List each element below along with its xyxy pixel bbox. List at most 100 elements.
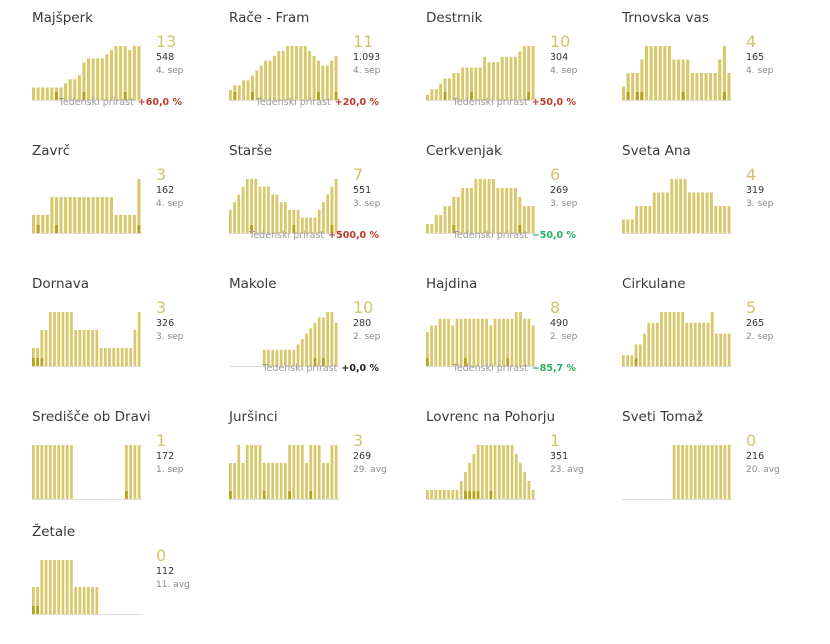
- bar: [677, 445, 680, 499]
- bar: [677, 59, 681, 100]
- bar-highlight: [125, 491, 128, 499]
- bar-chart: [426, 46, 536, 101]
- bar: [100, 197, 104, 233]
- bar: [727, 333, 731, 366]
- date-label: 23. avg: [550, 465, 584, 475]
- bar: [519, 463, 522, 499]
- bar: [50, 87, 54, 100]
- bar-highlight: [470, 92, 473, 100]
- bar: [123, 215, 127, 233]
- bar: [651, 322, 655, 366]
- bar-chart: [426, 312, 536, 367]
- bar: [531, 325, 535, 366]
- bar: [487, 62, 491, 100]
- date-label: 4. sep: [156, 199, 184, 209]
- total-value: 490: [550, 318, 569, 329]
- weekly-growth: Tedenski prirast +500,0 %: [249, 230, 379, 241]
- latest-value: 1: [156, 431, 167, 450]
- bar: [296, 344, 300, 366]
- total-value: 165: [746, 52, 765, 63]
- chart-title: Dornava: [32, 276, 90, 292]
- bar: [255, 70, 259, 100]
- bar-chart: [229, 179, 339, 234]
- bar: [251, 75, 254, 100]
- bar: [137, 445, 141, 499]
- bar: [660, 312, 663, 366]
- bar-chart: [32, 560, 142, 615]
- chart-panel: Juršinci 3 269 29. avg: [229, 409, 419, 529]
- bar: [271, 349, 275, 366]
- bar: [706, 445, 710, 499]
- bar: [279, 349, 283, 366]
- bar: [622, 219, 625, 233]
- weekly-growth: Tedenski prirast −50,0 %: [453, 230, 576, 241]
- chart-title: Cerkvenjak: [426, 143, 502, 159]
- bar: [715, 333, 718, 366]
- bar: [309, 445, 313, 499]
- bar: [114, 215, 118, 233]
- bar: [105, 54, 109, 100]
- bar: [531, 46, 535, 100]
- bar: [644, 46, 648, 100]
- bar: [706, 322, 710, 366]
- bar: [317, 445, 321, 499]
- bar: [262, 463, 266, 499]
- weekly-growth: Tedenski prirast +50,0 %: [453, 97, 576, 108]
- weekly-growth-value: +50,0 %: [531, 97, 576, 108]
- bar: [96, 58, 100, 100]
- bar: [674, 179, 678, 233]
- bar: [693, 445, 697, 499]
- bar: [489, 445, 493, 499]
- chart-panel: Žetale 0 112 11. avg: [32, 524, 222, 644]
- date-label: 4. sep: [353, 66, 381, 76]
- bar: [459, 481, 463, 499]
- chart-title: Hajdina: [426, 276, 478, 292]
- bar: [710, 192, 713, 233]
- bar: [635, 73, 639, 100]
- bar: [478, 67, 482, 100]
- bar: [125, 348, 128, 366]
- bar-chart: [622, 179, 732, 234]
- bar-highlight: [527, 92, 531, 100]
- bar: [95, 587, 99, 614]
- bar: [688, 192, 691, 233]
- bar: [448, 206, 451, 233]
- latest-value: 0: [746, 431, 757, 450]
- bar: [309, 217, 313, 233]
- bar-highlight: [506, 358, 510, 366]
- bar: [132, 215, 136, 233]
- bar: [723, 445, 727, 499]
- bar: [64, 83, 68, 100]
- bar-highlight: [54, 225, 58, 233]
- latest-value: 13: [156, 32, 177, 51]
- total-value: 280: [353, 318, 372, 329]
- bar: [237, 194, 241, 233]
- bar-highlight: [452, 225, 456, 233]
- bar: [36, 215, 40, 233]
- chart-title: Makole: [229, 276, 277, 292]
- bar: [292, 349, 296, 366]
- date-label: 2. sep: [353, 332, 381, 342]
- total-value: 162: [156, 185, 175, 196]
- bar: [237, 85, 241, 100]
- bar: [518, 197, 522, 233]
- bar: [300, 445, 304, 499]
- weekly-growth-value: −50,0 %: [531, 230, 576, 241]
- chart-title: Destrnik: [426, 10, 483, 26]
- bar: [723, 206, 727, 233]
- date-label: 3. sep: [550, 199, 578, 209]
- chart-title: Lovrenc na Pohorju: [426, 409, 556, 425]
- bar: [622, 355, 625, 366]
- bar: [312, 55, 316, 100]
- bar: [36, 348, 39, 366]
- bar: [334, 55, 338, 100]
- bar: [658, 46, 662, 100]
- bar: [317, 209, 321, 233]
- bar: [713, 73, 717, 100]
- chart-panel: Rače - Fram 11 1.093 4. sep Tedenski prirast…: [229, 10, 419, 130]
- weekly-growth-value: −85,7 %: [531, 363, 576, 374]
- bar: [40, 560, 44, 614]
- bar: [430, 224, 434, 233]
- bar: [68, 197, 72, 233]
- bar: [273, 55, 276, 100]
